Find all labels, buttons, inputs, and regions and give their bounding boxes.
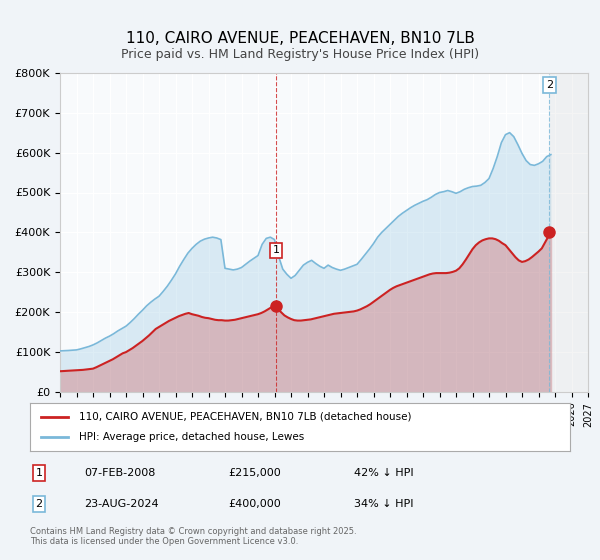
Text: 1: 1	[272, 245, 280, 255]
Text: 2: 2	[545, 80, 553, 90]
Text: 07-FEB-2008: 07-FEB-2008	[84, 468, 155, 478]
Text: £400,000: £400,000	[228, 499, 281, 509]
Text: 42% ↓ HPI: 42% ↓ HPI	[354, 468, 413, 478]
Text: HPI: Average price, detached house, Lewes: HPI: Average price, detached house, Lewe…	[79, 432, 304, 442]
Text: 110, CAIRO AVENUE, PEACEHAVEN, BN10 7LB: 110, CAIRO AVENUE, PEACEHAVEN, BN10 7LB	[125, 31, 475, 46]
Bar	[549, 73, 588, 392]
Text: 23-AUG-2024: 23-AUG-2024	[84, 499, 158, 509]
Text: Contains HM Land Registry data © Crown copyright and database right 2025.
This d: Contains HM Land Registry data © Crown c…	[30, 526, 356, 546]
Text: £215,000: £215,000	[228, 468, 281, 478]
Text: 2: 2	[35, 499, 43, 509]
Text: 34% ↓ HPI: 34% ↓ HPI	[354, 499, 413, 509]
Text: 1: 1	[35, 468, 43, 478]
Text: Price paid vs. HM Land Registry's House Price Index (HPI): Price paid vs. HM Land Registry's House …	[121, 48, 479, 60]
Text: 110, CAIRO AVENUE, PEACEHAVEN, BN10 7LB (detached house): 110, CAIRO AVENUE, PEACEHAVEN, BN10 7LB …	[79, 412, 411, 422]
